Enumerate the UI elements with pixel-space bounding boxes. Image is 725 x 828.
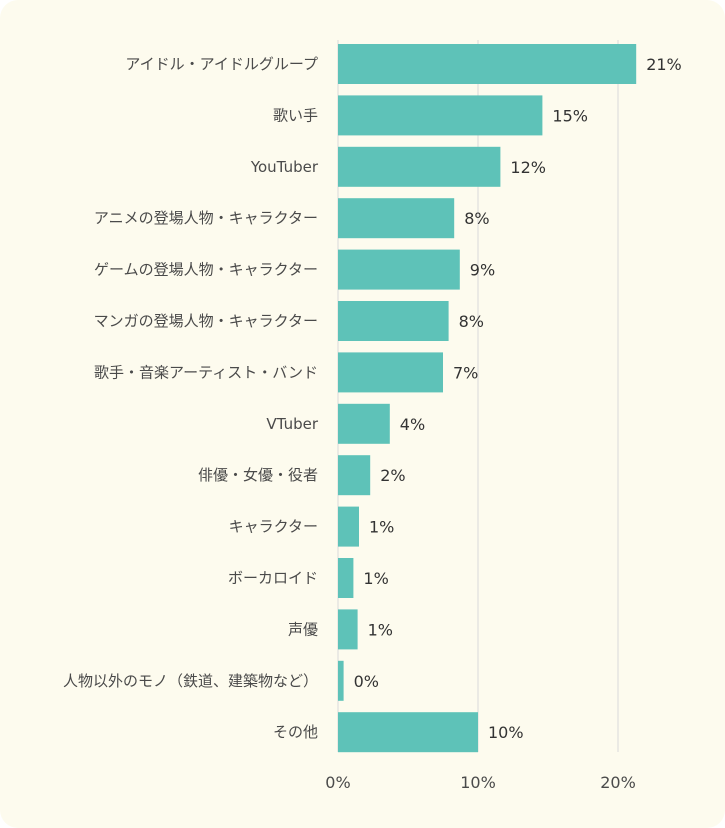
bar: [338, 146, 501, 187]
category-label: キャラクター: [229, 518, 318, 536]
data-label: 2%: [380, 466, 405, 485]
bar: [338, 95, 543, 136]
category-label: VTuber: [266, 415, 318, 433]
data-label: 21%: [646, 55, 682, 74]
data-label: 1%: [369, 518, 394, 537]
x-tick-labels: 0% 10% 20%: [325, 773, 635, 792]
data-label: 0%: [354, 672, 379, 691]
x-tick-label: 20%: [600, 773, 636, 792]
category-label: 声優: [288, 620, 318, 638]
bar: [338, 712, 478, 753]
bar: [338, 403, 390, 444]
category-label: 歌手・音楽アーティスト・バンド: [94, 363, 318, 381]
data-label: 1%: [363, 569, 388, 588]
category-label: ボーカロイド: [228, 569, 318, 587]
data-label: 7%: [453, 363, 478, 382]
bar: [338, 301, 449, 341]
bar: [338, 558, 354, 598]
bar: [338, 455, 371, 496]
category-label: アイドル・アイドルグループ: [125, 55, 318, 73]
x-tick-label: 10%: [460, 773, 496, 792]
category-label: YouTuber: [250, 158, 319, 176]
data-label: 9%: [470, 261, 495, 280]
bar: [338, 352, 443, 393]
bar: [338, 249, 460, 290]
data-label: 8%: [464, 209, 489, 228]
data-label: 8%: [459, 312, 484, 331]
x-tick-label: 0%: [325, 773, 350, 792]
data-label: 1%: [368, 620, 393, 639]
data-label: 4%: [400, 415, 425, 434]
category-label: その他: [273, 723, 318, 741]
data-label: 12%: [510, 158, 546, 177]
category-label: ゲームの登場人物・キャラクター: [94, 261, 318, 279]
bar: [338, 44, 637, 84]
data-label: 10%: [488, 723, 524, 742]
category-label: アニメの登場人物・キャラクター: [94, 209, 318, 227]
category-label: 人物以外のモノ（鉄道、建築物など）: [63, 672, 318, 690]
category-label: マンガの登場人物・キャラクター: [94, 312, 318, 330]
data-label: 15%: [552, 106, 588, 125]
bar: [338, 609, 358, 650]
bar: [338, 660, 344, 701]
category-label: 俳優・女優・役者: [198, 466, 318, 484]
value-labels: 21% 15% 12% 8% 9% 8% 7% 4% 2% 1% 1% 1% 0% 10%: [354, 55, 682, 742]
category-label: 歌い手: [273, 106, 318, 124]
bar: [338, 198, 455, 239]
bars: [338, 44, 637, 753]
bar: [338, 506, 359, 547]
